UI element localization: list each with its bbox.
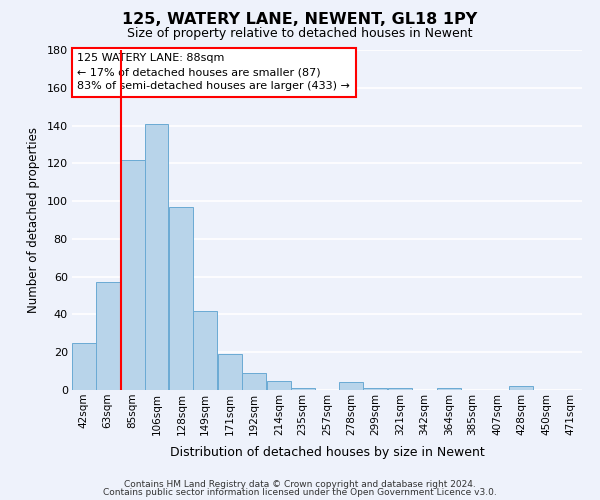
Bar [363, 388, 387, 390]
Bar [145, 124, 169, 390]
Bar [96, 282, 119, 390]
Bar [242, 373, 266, 390]
Bar [291, 388, 314, 390]
Bar [267, 380, 291, 390]
Bar [169, 207, 193, 390]
X-axis label: Distribution of detached houses by size in Newent: Distribution of detached houses by size … [170, 446, 484, 459]
Bar [388, 388, 412, 390]
Bar [193, 310, 217, 390]
Y-axis label: Number of detached properties: Number of detached properties [27, 127, 40, 313]
Text: Contains HM Land Registry data © Crown copyright and database right 2024.: Contains HM Land Registry data © Crown c… [124, 480, 476, 489]
Bar [437, 388, 461, 390]
Bar [121, 160, 145, 390]
Text: 125, WATERY LANE, NEWENT, GL18 1PY: 125, WATERY LANE, NEWENT, GL18 1PY [122, 12, 478, 28]
Bar [72, 343, 96, 390]
Bar [509, 386, 533, 390]
Text: Size of property relative to detached houses in Newent: Size of property relative to detached ho… [127, 28, 473, 40]
Text: 125 WATERY LANE: 88sqm
← 17% of detached houses are smaller (87)
83% of semi-det: 125 WATERY LANE: 88sqm ← 17% of detached… [77, 54, 350, 92]
Bar [340, 382, 363, 390]
Bar [218, 354, 242, 390]
Text: Contains public sector information licensed under the Open Government Licence v3: Contains public sector information licen… [103, 488, 497, 497]
